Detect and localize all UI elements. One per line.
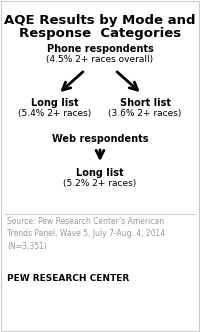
Text: (5.4% 2+ races): (5.4% 2+ races) <box>18 109 92 118</box>
Text: Long list: Long list <box>31 98 79 108</box>
Text: Short list: Short list <box>120 98 170 108</box>
Text: (4.5% 2+ races overall): (4.5% 2+ races overall) <box>46 55 154 64</box>
Text: Web respondents: Web respondents <box>52 134 148 144</box>
Text: PEW RESEARCH CENTER: PEW RESEARCH CENTER <box>7 274 129 283</box>
Text: Long list: Long list <box>76 168 124 178</box>
Text: Source: Pew Research Center’s American
Trends Panel, Wave 5, July 7-Aug. 4, 2014: Source: Pew Research Center’s American T… <box>7 217 165 251</box>
Text: (5.2% 2+ races): (5.2% 2+ races) <box>63 179 137 188</box>
Text: AQE Results by Mode and: AQE Results by Mode and <box>4 14 196 27</box>
Text: (3.6% 2+ races): (3.6% 2+ races) <box>108 109 182 118</box>
Text: Response  Categories: Response Categories <box>19 27 181 40</box>
Text: Phone respondents: Phone respondents <box>47 44 153 54</box>
